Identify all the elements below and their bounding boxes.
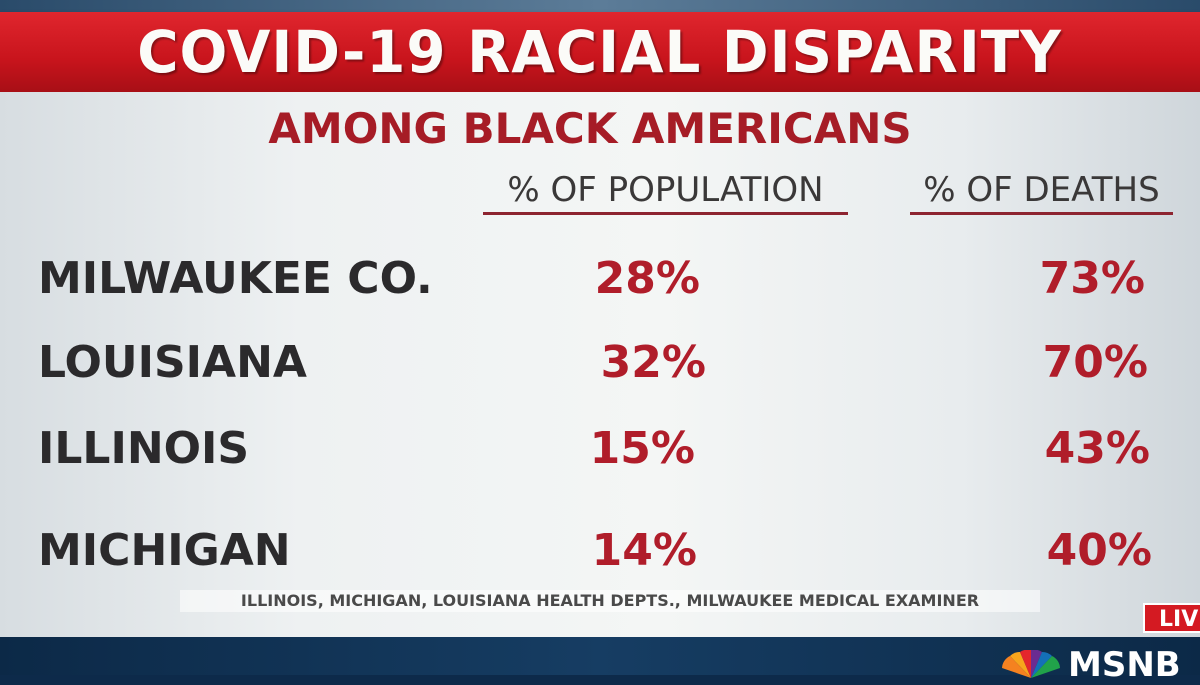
population-value-michigan: 14%: [591, 525, 697, 576]
population-value-louisiana: 32%: [600, 337, 706, 388]
title-banner: COVID-19 RACIAL DISPARITY: [0, 12, 1200, 92]
graphic-panel: [0, 92, 1200, 637]
deaths-value-michigan: 40%: [1046, 525, 1152, 576]
source-credit: ILLINOIS, MICHIGAN, LOUISIANA HEALTH DEP…: [180, 590, 1040, 612]
deaths-value-milwaukee: 73%: [1039, 253, 1145, 304]
column-header-deaths: % OF DEATHS: [910, 170, 1173, 215]
row-label-illinois: ILLINOIS: [38, 423, 250, 474]
banner-title: COVID-19 RACIAL DISPARITY: [137, 18, 1063, 86]
peacock-icon: [1002, 650, 1060, 678]
network-name: MSNB: [1068, 645, 1181, 685]
row-label-louisiana: LOUISIANA: [38, 337, 307, 388]
population-value-milwaukee: 28%: [594, 253, 700, 304]
network-logo: MSNB: [1000, 645, 1181, 685]
row-label-milwaukee: MILWAUKEE CO.: [38, 253, 433, 304]
column-header-population: % OF POPULATION: [483, 170, 848, 215]
bottom-bar: [0, 637, 1200, 675]
top-strip: [0, 0, 1200, 12]
population-value-illinois: 15%: [589, 423, 695, 474]
live-badge: LIV: [1143, 603, 1200, 633]
deaths-value-illinois: 43%: [1044, 423, 1150, 474]
deaths-value-louisiana: 70%: [1042, 337, 1148, 388]
chart-subtitle: AMONG BLACK AMERICANS: [268, 104, 912, 153]
row-label-michigan: MICHIGAN: [38, 525, 291, 576]
